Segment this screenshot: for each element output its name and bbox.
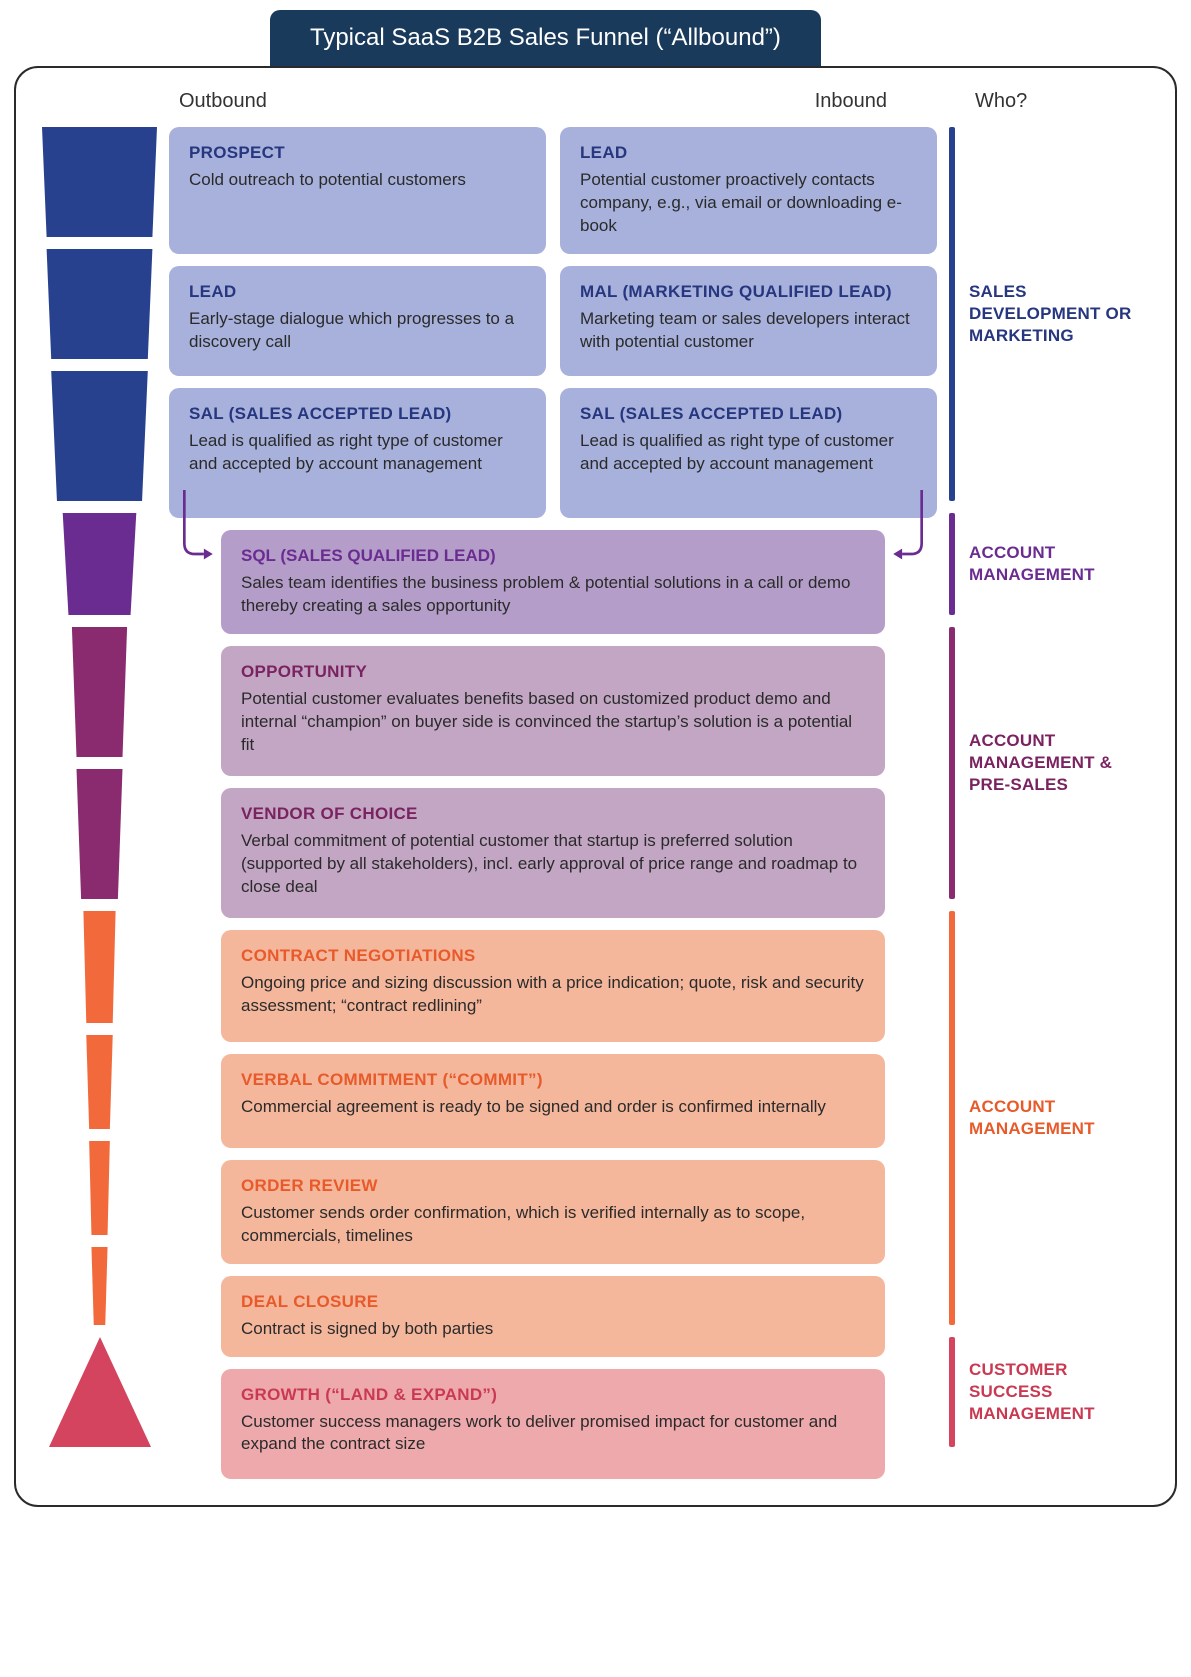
- stage-title: VERBAL COMMITMENT (“COMMIT”): [241, 1070, 865, 1090]
- stage-row: PROSPECT Cold outreach to potential cust…: [169, 127, 937, 254]
- funnel-segment: [42, 769, 157, 899]
- stage-title: LEAD: [580, 143, 917, 163]
- who-label: ACCOUNT MANAGEMENT & PRE-SALES: [969, 730, 1149, 796]
- who-block: SALES DEVELOPMENT OR MARKETING: [949, 127, 1149, 501]
- stage-row: SAL (SALES ACCEPTED LEAD) Lead is qualif…: [169, 388, 937, 518]
- who-header: Who?: [949, 90, 1149, 113]
- who-bar: [949, 627, 955, 899]
- column-headers: Outbound Inbound Who?: [42, 90, 1149, 113]
- stage-card: VERBAL COMMITMENT (“COMMIT”) Commercial …: [221, 1054, 885, 1148]
- diagram-title: Typical SaaS B2B Sales Funnel (“Allbound…: [270, 10, 821, 66]
- stage-title: PROSPECT: [189, 143, 526, 163]
- stage-body: Cold outreach to potential customers: [189, 169, 526, 192]
- outbound-stage-card: LEAD Early-stage dialogue which progress…: [169, 266, 546, 376]
- stage-row: VERBAL COMMITMENT (“COMMIT”) Commercial …: [169, 1054, 937, 1148]
- stage-title: GROWTH (“LAND & EXPAND”): [241, 1385, 865, 1405]
- stage-body: Verbal commitment of potential customer …: [241, 830, 865, 899]
- growth-row: GROWTH (“LAND & EXPAND”) Customer succes…: [169, 1369, 937, 1479]
- stage-row: VENDOR OF CHOICE Verbal commitment of po…: [169, 788, 937, 918]
- funnel-segment: [42, 1035, 157, 1129]
- outbound-stage-card: PROSPECT Cold outreach to potential cust…: [169, 127, 546, 254]
- stage-card: DEAL CLOSURE Contract is signed by both …: [221, 1276, 885, 1357]
- stage-card: CONTRACT NEGOTIATIONS Ongoing price and …: [221, 930, 885, 1042]
- who-column: SALES DEVELOPMENT OR MARKETING ACCOUNT M…: [949, 127, 1149, 1479]
- who-block: ACCOUNT MANAGEMENT & PRE-SALES: [949, 627, 1149, 899]
- stage-title: LEAD: [189, 282, 526, 302]
- stage-body: Potential customer evaluates benefits ba…: [241, 688, 865, 757]
- growth-stage-card: GROWTH (“LAND & EXPAND”) Customer succes…: [221, 1369, 885, 1479]
- inbound-stage-card: LEAD Potential customer proactively cont…: [560, 127, 937, 254]
- stage-title: DEAL CLOSURE: [241, 1292, 865, 1312]
- stages-column: PROSPECT Cold outreach to potential cust…: [169, 127, 937, 1479]
- stage-body: Commercial agreement is ready to be sign…: [241, 1096, 865, 1119]
- sql-stage-card: SQL (SALES QUALIFIED LEAD) Sales team id…: [221, 530, 885, 634]
- who-label: CUSTOMER SUCCESS MANAGEMENT: [969, 1359, 1149, 1425]
- funnel-growth-triangle: [42, 1337, 157, 1447]
- arrow-merge-left-icon: [175, 490, 215, 570]
- who-bar: [949, 911, 955, 1325]
- inbound-header: Inbound: [559, 90, 937, 113]
- funnel-segment: [42, 249, 157, 359]
- funnel-segment: [42, 1141, 157, 1235]
- sql-merge-row: SQL (SALES QUALIFIED LEAD) Sales team id…: [169, 530, 937, 634]
- who-block: CUSTOMER SUCCESS MANAGEMENT: [949, 1337, 1149, 1447]
- stage-body: Potential customer proactively contacts …: [580, 169, 917, 238]
- inbound-stage-card: SAL (SALES ACCEPTED LEAD) Lead is qualif…: [560, 388, 937, 518]
- who-label: ACCOUNT MANAGEMENT: [969, 1096, 1149, 1140]
- who-block: ACCOUNT MANAGEMENT: [949, 911, 1149, 1325]
- stage-card: ORDER REVIEW Customer sends order confir…: [221, 1160, 885, 1264]
- funnel-segment: [42, 911, 157, 1023]
- outbound-header: Outbound: [169, 90, 547, 113]
- stage-row: DEAL CLOSURE Contract is signed by both …: [169, 1276, 937, 1357]
- stage-body: Ongoing price and sizing discussion with…: [241, 972, 865, 1018]
- stage-title: SQL (SALES QUALIFIED LEAD): [241, 546, 865, 566]
- who-bar: [949, 1337, 955, 1447]
- stage-body: Sales team identifies the business probl…: [241, 572, 865, 618]
- stage-row: ORDER REVIEW Customer sends order confir…: [169, 1160, 937, 1264]
- inbound-stage-card: MAL (MARKETING QUALIFIED LEAD) Marketing…: [560, 266, 937, 376]
- stage-title: SAL (SALES ACCEPTED LEAD): [580, 404, 917, 424]
- who-bar: [949, 127, 955, 501]
- funnel-segment: [42, 627, 157, 757]
- funnel-segment: [42, 513, 157, 615]
- who-label: SALES DEVELOPMENT OR MARKETING: [969, 281, 1149, 347]
- stage-row: OPPORTUNITY Potential customer evaluates…: [169, 646, 937, 776]
- arrow-merge-right-icon: [891, 490, 931, 570]
- funnel-segment: [42, 1247, 157, 1325]
- diagram-frame: Outbound Inbound Who? PROSPECT Cold outr…: [14, 66, 1177, 1507]
- who-label: ACCOUNT MANAGEMENT: [969, 542, 1149, 586]
- stage-title: MAL (MARKETING QUALIFIED LEAD): [580, 282, 917, 302]
- stage-body: Customer success managers work to delive…: [241, 1411, 865, 1457]
- stage-body: Lead is qualified as right type of custo…: [580, 430, 917, 476]
- stage-body: Contract is signed by both parties: [241, 1318, 865, 1341]
- outbound-stage-card: SAL (SALES ACCEPTED LEAD) Lead is qualif…: [169, 388, 546, 518]
- who-bar: [949, 513, 955, 615]
- stage-row: LEAD Early-stage dialogue which progress…: [169, 266, 937, 376]
- stage-row: CONTRACT NEGOTIATIONS Ongoing price and …: [169, 930, 937, 1042]
- stage-card: OPPORTUNITY Potential customer evaluates…: [221, 646, 885, 776]
- stage-body: Customer sends order confirmation, which…: [241, 1202, 865, 1248]
- stage-body: Lead is qualified as right type of custo…: [189, 430, 526, 476]
- stage-card: VENDOR OF CHOICE Verbal commitment of po…: [221, 788, 885, 918]
- funnel-segment: [42, 127, 157, 237]
- stage-title: SAL (SALES ACCEPTED LEAD): [189, 404, 526, 424]
- stage-title: VENDOR OF CHOICE: [241, 804, 865, 824]
- who-block: ACCOUNT MANAGEMENT: [949, 513, 1149, 615]
- stage-title: OPPORTUNITY: [241, 662, 865, 682]
- stage-title: CONTRACT NEGOTIATIONS: [241, 946, 865, 966]
- stage-title: ORDER REVIEW: [241, 1176, 865, 1196]
- stage-body: Early-stage dialogue which progresses to…: [189, 308, 526, 354]
- stage-body: Marketing team or sales developers inter…: [580, 308, 917, 354]
- funnel-segment: [42, 371, 157, 501]
- funnel-column: [42, 127, 157, 1479]
